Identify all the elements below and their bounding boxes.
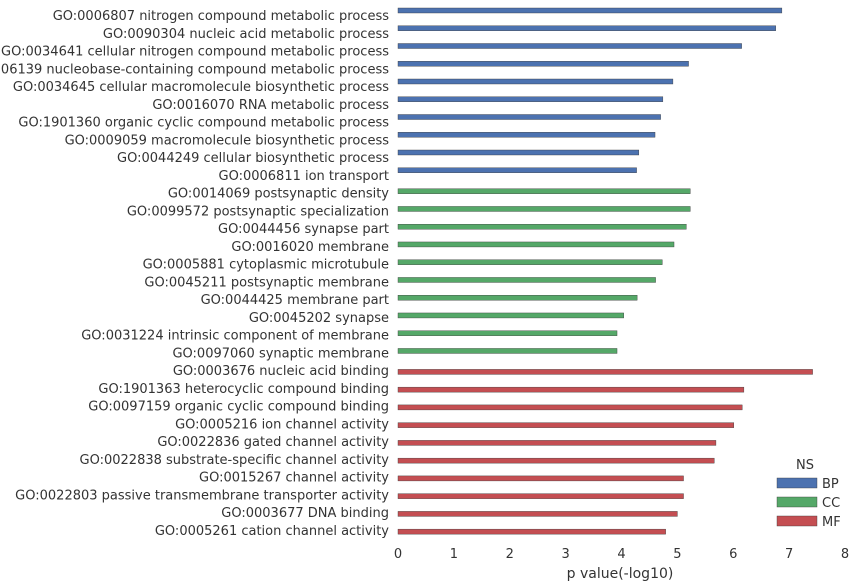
bar-mf-27 [397,493,684,499]
x-tick-label: 4 [617,547,625,562]
bar-cc-14 [397,259,663,265]
bar-bp-7 [397,132,656,138]
bar-mf-22 [397,404,743,411]
bar-cc-15 [397,277,656,283]
category-label: GO:0044456 synapse part [218,222,389,237]
category-label: GO:0003676 nucleic acid binding [173,364,389,379]
x-tick-label: 8 [841,547,849,562]
category-label: GO:0022803 passive transmembrane transpo… [15,488,389,503]
bars-group [397,7,813,535]
bar-mf-20 [397,369,813,375]
bar-cc-19 [397,348,618,354]
x-tick-label: 1 [450,547,458,562]
x-tick-label: 5 [673,547,681,562]
category-label: GO:0006811 ion transport [219,169,390,184]
bar-cc-18 [397,330,618,336]
bar-bp-6 [397,114,661,120]
category-label: GO:0034641 cellular nitrogen compound me… [1,45,389,60]
category-label: GO:0044425 membrane part [201,293,389,308]
category-label: GO:0009059 macromolecule biosynthetic pr… [65,133,390,148]
legend-title: NS [796,458,814,473]
bar-cc-11 [397,206,691,212]
bar-cc-12 [397,223,687,230]
x-axis-ticks: 0 1 2 3 4 5 6 7 8 [394,547,849,562]
category-label: GO:0006807 nitrogen compound metabolic p… [53,9,390,24]
x-tick-label: 2 [506,547,514,562]
bar-mf-25 [397,457,715,464]
bar-mf-29 [397,528,666,535]
x-axis-title: p value(-log10) [567,566,674,582]
category-label: GO:0016020 membrane [231,240,389,255]
category-label: GO:0022836 gated channel activity [157,435,389,450]
category-label: GO:0031224 intrinsic component of membra… [81,329,389,344]
legend-label-cc: CC [822,496,840,511]
category-label: GO:0045202 synapse [249,311,389,326]
category-label: GO:0005881 cytoplasmic microtubule [143,258,389,273]
x-tick-label: 3 [561,547,569,562]
category-labels: GO:0006807 nitrogen compound metabolic p… [0,9,389,539]
bar-mf-28 [397,511,678,517]
category-label: GO:0097159 organic cyclic compound bindi… [88,400,389,415]
category-label: GO:0022838 substrate-specific channel ac… [80,453,390,468]
bar-bp-9 [397,167,637,173]
legend: NS BP CC MF [776,458,841,530]
category-label: GO:0097060 synaptic membrane [172,346,389,361]
category-label: GO:0015267 channel activity [199,471,389,486]
bar-bp-8 [397,149,640,156]
bar-cc-10 [397,188,691,194]
legend-swatch-mf [776,515,818,527]
category-label: GO:0034645 cellular macromolecule biosyn… [13,80,389,95]
bar-mf-21 [397,386,745,393]
category-label: GO:0005261 cation channel activity [155,524,389,539]
bar-bp-4 [397,78,674,85]
legend-swatch-bp [776,477,818,489]
category-label: GO:0014069 postsynaptic density [168,187,389,202]
category-label: GO:0006139 nucleobase-containing compoun… [0,62,389,77]
bar-cc-13 [397,241,675,248]
bar-mf-23 [397,422,735,428]
legend-label-mf: MF [822,515,841,530]
category-label: GO:0003677 DNA binding [221,506,389,521]
category-label: GO:1901363 heterocyclic compound binding [98,382,389,397]
category-label: GO:0090304 nucleic acid metabolic proces… [103,27,389,42]
bar-bp-0 [397,7,783,14]
bar-bp-1 [397,25,776,31]
category-label: GO:0044249 cellular biosynthetic process [117,151,389,166]
bar-bp-3 [397,61,689,67]
bar-bp-5 [397,96,664,102]
legend-swatch-cc [776,496,818,508]
bar-cc-16 [397,295,638,301]
bar-bp-2 [397,43,742,49]
category-label: GO:0016070 RNA metabolic process [152,98,389,113]
bar-mf-24 [397,440,717,446]
x-tick-label: 0 [394,547,402,562]
category-label: GO:1901360 organic cyclic compound metab… [18,116,389,131]
legend-label-bp: BP [822,477,839,492]
category-label: GO:0099572 postsynaptic specialization [127,204,389,219]
category-label: GO:0005216 ion channel activity [175,417,389,432]
bar-mf-26 [397,475,684,482]
x-tick-label: 7 [785,547,793,562]
x-tick-label: 6 [729,547,737,562]
category-label: GO:0045211 postsynaptic membrane [144,275,389,290]
bar-cc-17 [397,312,624,319]
